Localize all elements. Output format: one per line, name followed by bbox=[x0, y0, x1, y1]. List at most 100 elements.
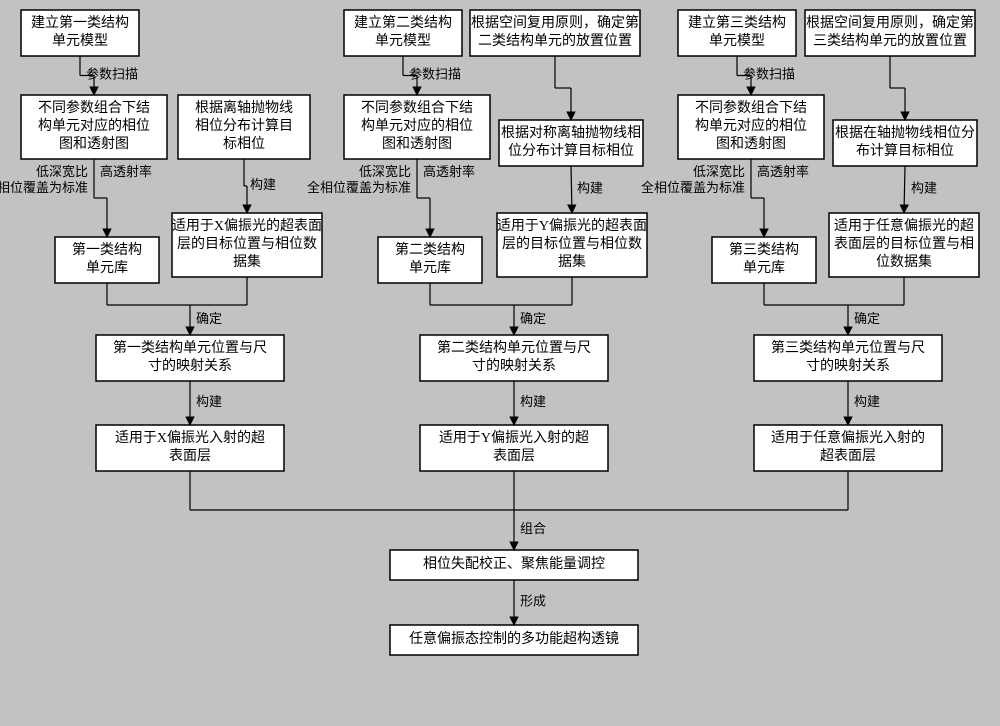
node-text: 单元库 bbox=[743, 260, 785, 276]
node-text: 层的目标位置与相位数 bbox=[502, 236, 642, 252]
node-text: 根据空间复用原则，确定第 bbox=[471, 14, 639, 31]
flow-node: 第一类结构单元库 bbox=[55, 237, 159, 283]
edge-label: 全相位覆盖为标准 bbox=[641, 180, 745, 195]
flow-node: 适用于任意偏振光的超表面层的目标位置与相位数据集 bbox=[829, 213, 979, 277]
node-text: 根据在轴抛物线相位分 bbox=[835, 125, 975, 141]
edge-label: 构建 bbox=[911, 180, 937, 195]
node-text: 标相位 bbox=[223, 136, 265, 152]
flow-node: 第二类结构单元位置与尺寸的映射关系 bbox=[420, 335, 608, 381]
node-text: 单元模型 bbox=[375, 33, 431, 49]
edge-label: 构建 bbox=[520, 394, 546, 409]
node-text: 适用于Y偏振光的超表面 bbox=[497, 218, 647, 234]
node-text: 超表面层 bbox=[820, 448, 876, 464]
edge-label: 构建 bbox=[577, 180, 603, 195]
flow-node: 根据空间复用原则，确定第二类结构单元的放置位置 bbox=[470, 10, 640, 56]
edge-label: 构建 bbox=[854, 394, 880, 409]
node-text: 适用于X偏振光入射的超 bbox=[115, 430, 265, 446]
node-text: 表面层的目标位置与相 bbox=[834, 236, 974, 252]
flow-node: 建立第二类结构单元模型 bbox=[344, 10, 462, 56]
node-text: 适用于X偏振光的超表面 bbox=[172, 218, 322, 234]
flow-node: 不同参数组合下结构单元对应的相位图和透射图 bbox=[678, 95, 824, 159]
flow-node: 根据离轴抛物线相位分布计算目标相位 bbox=[178, 95, 310, 159]
flow-node: 第三类结构单元库 bbox=[712, 237, 816, 283]
flow-edge bbox=[904, 166, 905, 213]
flow-node: 不同参数组合下结构单元对应的相位图和透射图 bbox=[21, 95, 167, 159]
edge-label: 全相位覆盖为标准 bbox=[307, 180, 411, 195]
node-text: 根据对称离轴抛物线相 bbox=[501, 124, 641, 141]
node-text: 寸的映射关系 bbox=[148, 358, 232, 374]
node-text: 根据空间复用原则，确定第 bbox=[806, 14, 974, 31]
edge-label: 参数扫描 bbox=[409, 66, 461, 81]
flow-node: 第二类结构单元库 bbox=[378, 237, 482, 283]
edge-label: 低深宽比 bbox=[693, 164, 745, 179]
edge-label: 组合 bbox=[520, 521, 546, 536]
flow-node: 适用于任意偏振光入射的超表面层 bbox=[754, 425, 942, 471]
node-text: 不同参数组合下结 bbox=[695, 99, 807, 116]
node-text: 位数据集 bbox=[876, 253, 932, 270]
node-text: 图和透射图 bbox=[716, 136, 786, 152]
edge-label: 构建 bbox=[250, 177, 276, 192]
flow-node: 适用于X偏振光的超表面层的目标位置与相位数据集 bbox=[172, 213, 322, 277]
node-text: 第三类结构单元位置与尺 bbox=[771, 339, 925, 356]
flow-node: 第三类结构单元位置与尺寸的映射关系 bbox=[754, 335, 942, 381]
node-text: 建立第二类结构 bbox=[354, 14, 452, 31]
node-text: 寸的映射关系 bbox=[472, 358, 556, 374]
node-text: 第二类结构 bbox=[395, 241, 465, 258]
node-text: 层的目标位置与相位数 bbox=[177, 236, 317, 252]
flow-node: 建立第三类结构单元模型 bbox=[678, 10, 796, 56]
node-text: 寸的映射关系 bbox=[806, 358, 890, 374]
node-text: 单元库 bbox=[86, 260, 128, 276]
flow-node: 任意偏振态控制的多功能超构透镜 bbox=[390, 625, 638, 655]
node-text: 不同参数组合下结 bbox=[38, 99, 150, 116]
flow-node: 不同参数组合下结构单元对应的相位图和透射图 bbox=[344, 95, 490, 159]
flow-node: 第一类结构单元位置与尺寸的映射关系 bbox=[96, 335, 284, 381]
node-text: 图和透射图 bbox=[382, 136, 452, 152]
edge-label: 全相位覆盖为标准 bbox=[0, 180, 88, 195]
node-text: 单元模型 bbox=[52, 33, 108, 49]
flow-node: 相位失配校正、聚焦能量调控 bbox=[390, 550, 638, 580]
node-text: 图和透射图 bbox=[59, 136, 129, 152]
flow-edge bbox=[571, 166, 572, 213]
node-text: 适用于Y偏振光入射的超 bbox=[439, 430, 589, 446]
node-text: 第一类结构单元位置与尺 bbox=[113, 339, 267, 356]
flow-node: 根据空间复用原则，确定第三类结构单元的放置位置 bbox=[805, 10, 975, 56]
edge-label: 低深宽比 bbox=[359, 164, 411, 179]
node-text: 据集 bbox=[558, 253, 586, 270]
edge-label: 确定 bbox=[854, 311, 880, 326]
node-text: 单元库 bbox=[409, 260, 451, 276]
flowchart: 建立第一类结构单元模型不同参数组合下结构单元对应的相位图和透射图根据离轴抛物线相… bbox=[0, 0, 1000, 726]
flow-node: 建立第一类结构单元模型 bbox=[21, 10, 139, 56]
flow-node: 适用于Y偏振光入射的超表面层 bbox=[420, 425, 608, 471]
edge-label: 高透射率 bbox=[423, 164, 475, 179]
node-text: 三类结构单元的放置位置 bbox=[813, 33, 967, 49]
edge-label: 构建 bbox=[196, 394, 222, 409]
node-text: 相位失配校正、聚焦能量调控 bbox=[423, 555, 605, 572]
edge-label: 参数扫描 bbox=[743, 66, 795, 81]
node-text: 第三类结构 bbox=[729, 241, 799, 258]
node-text: 第二类结构单元位置与尺 bbox=[437, 339, 591, 356]
edge-label: 形成 bbox=[520, 593, 546, 608]
node-text: 二类结构单元的放置位置 bbox=[478, 33, 632, 49]
node-text: 构单元对应的相位 bbox=[695, 117, 807, 134]
node-text: 第一类结构 bbox=[72, 241, 142, 258]
node-text: 单元模型 bbox=[709, 33, 765, 49]
node-text: 建立第一类结构 bbox=[31, 14, 129, 31]
node-text: 表面层 bbox=[169, 448, 211, 464]
node-text: 不同参数组合下结 bbox=[361, 99, 473, 116]
edge-label: 确定 bbox=[520, 311, 546, 326]
flow-node: 根据对称离轴抛物线相位分布计算目标相位 bbox=[499, 120, 643, 166]
node-text: 构单元对应的相位 bbox=[361, 117, 473, 134]
node-text: 布计算目标相位 bbox=[856, 143, 954, 159]
edge-label: 参数扫描 bbox=[86, 66, 138, 81]
flow-node: 适用于X偏振光入射的超表面层 bbox=[96, 425, 284, 471]
node-text: 相位分布计算目 bbox=[195, 118, 293, 134]
flow-node: 根据在轴抛物线相位分布计算目标相位 bbox=[833, 120, 977, 166]
node-text: 表面层 bbox=[493, 448, 535, 464]
node-text: 适用于任意偏振光的超 bbox=[834, 217, 974, 234]
node-text: 位分布计算目标相位 bbox=[508, 143, 634, 159]
flow-node: 适用于Y偏振光的超表面层的目标位置与相位数据集 bbox=[497, 213, 647, 277]
edge-label: 高透射率 bbox=[100, 164, 152, 179]
node-text: 任意偏振态控制的多功能超构透镜 bbox=[409, 630, 619, 647]
node-text: 构单元对应的相位 bbox=[38, 117, 150, 134]
node-text: 建立第三类结构 bbox=[688, 14, 786, 31]
